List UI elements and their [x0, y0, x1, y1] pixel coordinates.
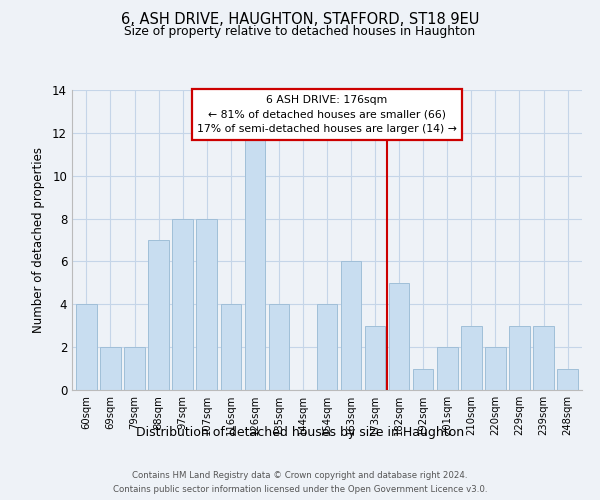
Text: 6 ASH DRIVE: 176sqm
← 81% of detached houses are smaller (66)
17% of semi-detach: 6 ASH DRIVE: 176sqm ← 81% of detached ho…: [197, 95, 457, 134]
Bar: [413, 368, 433, 390]
Bar: [317, 304, 337, 390]
Bar: [485, 347, 506, 390]
Bar: [124, 347, 145, 390]
Bar: [148, 240, 169, 390]
Text: Size of property relative to detached houses in Haughton: Size of property relative to detached ho…: [124, 25, 476, 38]
Y-axis label: Number of detached properties: Number of detached properties: [32, 147, 45, 333]
Bar: [76, 304, 97, 390]
Bar: [245, 133, 265, 390]
Bar: [172, 218, 193, 390]
Text: Distribution of detached houses by size in Haughton: Distribution of detached houses by size …: [136, 426, 464, 439]
Bar: [365, 326, 385, 390]
Bar: [100, 347, 121, 390]
Bar: [509, 326, 530, 390]
Text: Contains HM Land Registry data © Crown copyright and database right 2024.: Contains HM Land Registry data © Crown c…: [132, 472, 468, 480]
Bar: [557, 368, 578, 390]
Text: Contains public sector information licensed under the Open Government Licence v3: Contains public sector information licen…: [113, 484, 487, 494]
Bar: [461, 326, 482, 390]
Text: 6, ASH DRIVE, HAUGHTON, STAFFORD, ST18 9EU: 6, ASH DRIVE, HAUGHTON, STAFFORD, ST18 9…: [121, 12, 479, 28]
Bar: [437, 347, 458, 390]
Bar: [389, 283, 409, 390]
Bar: [341, 262, 361, 390]
Bar: [196, 218, 217, 390]
Bar: [269, 304, 289, 390]
Bar: [221, 304, 241, 390]
Bar: [533, 326, 554, 390]
